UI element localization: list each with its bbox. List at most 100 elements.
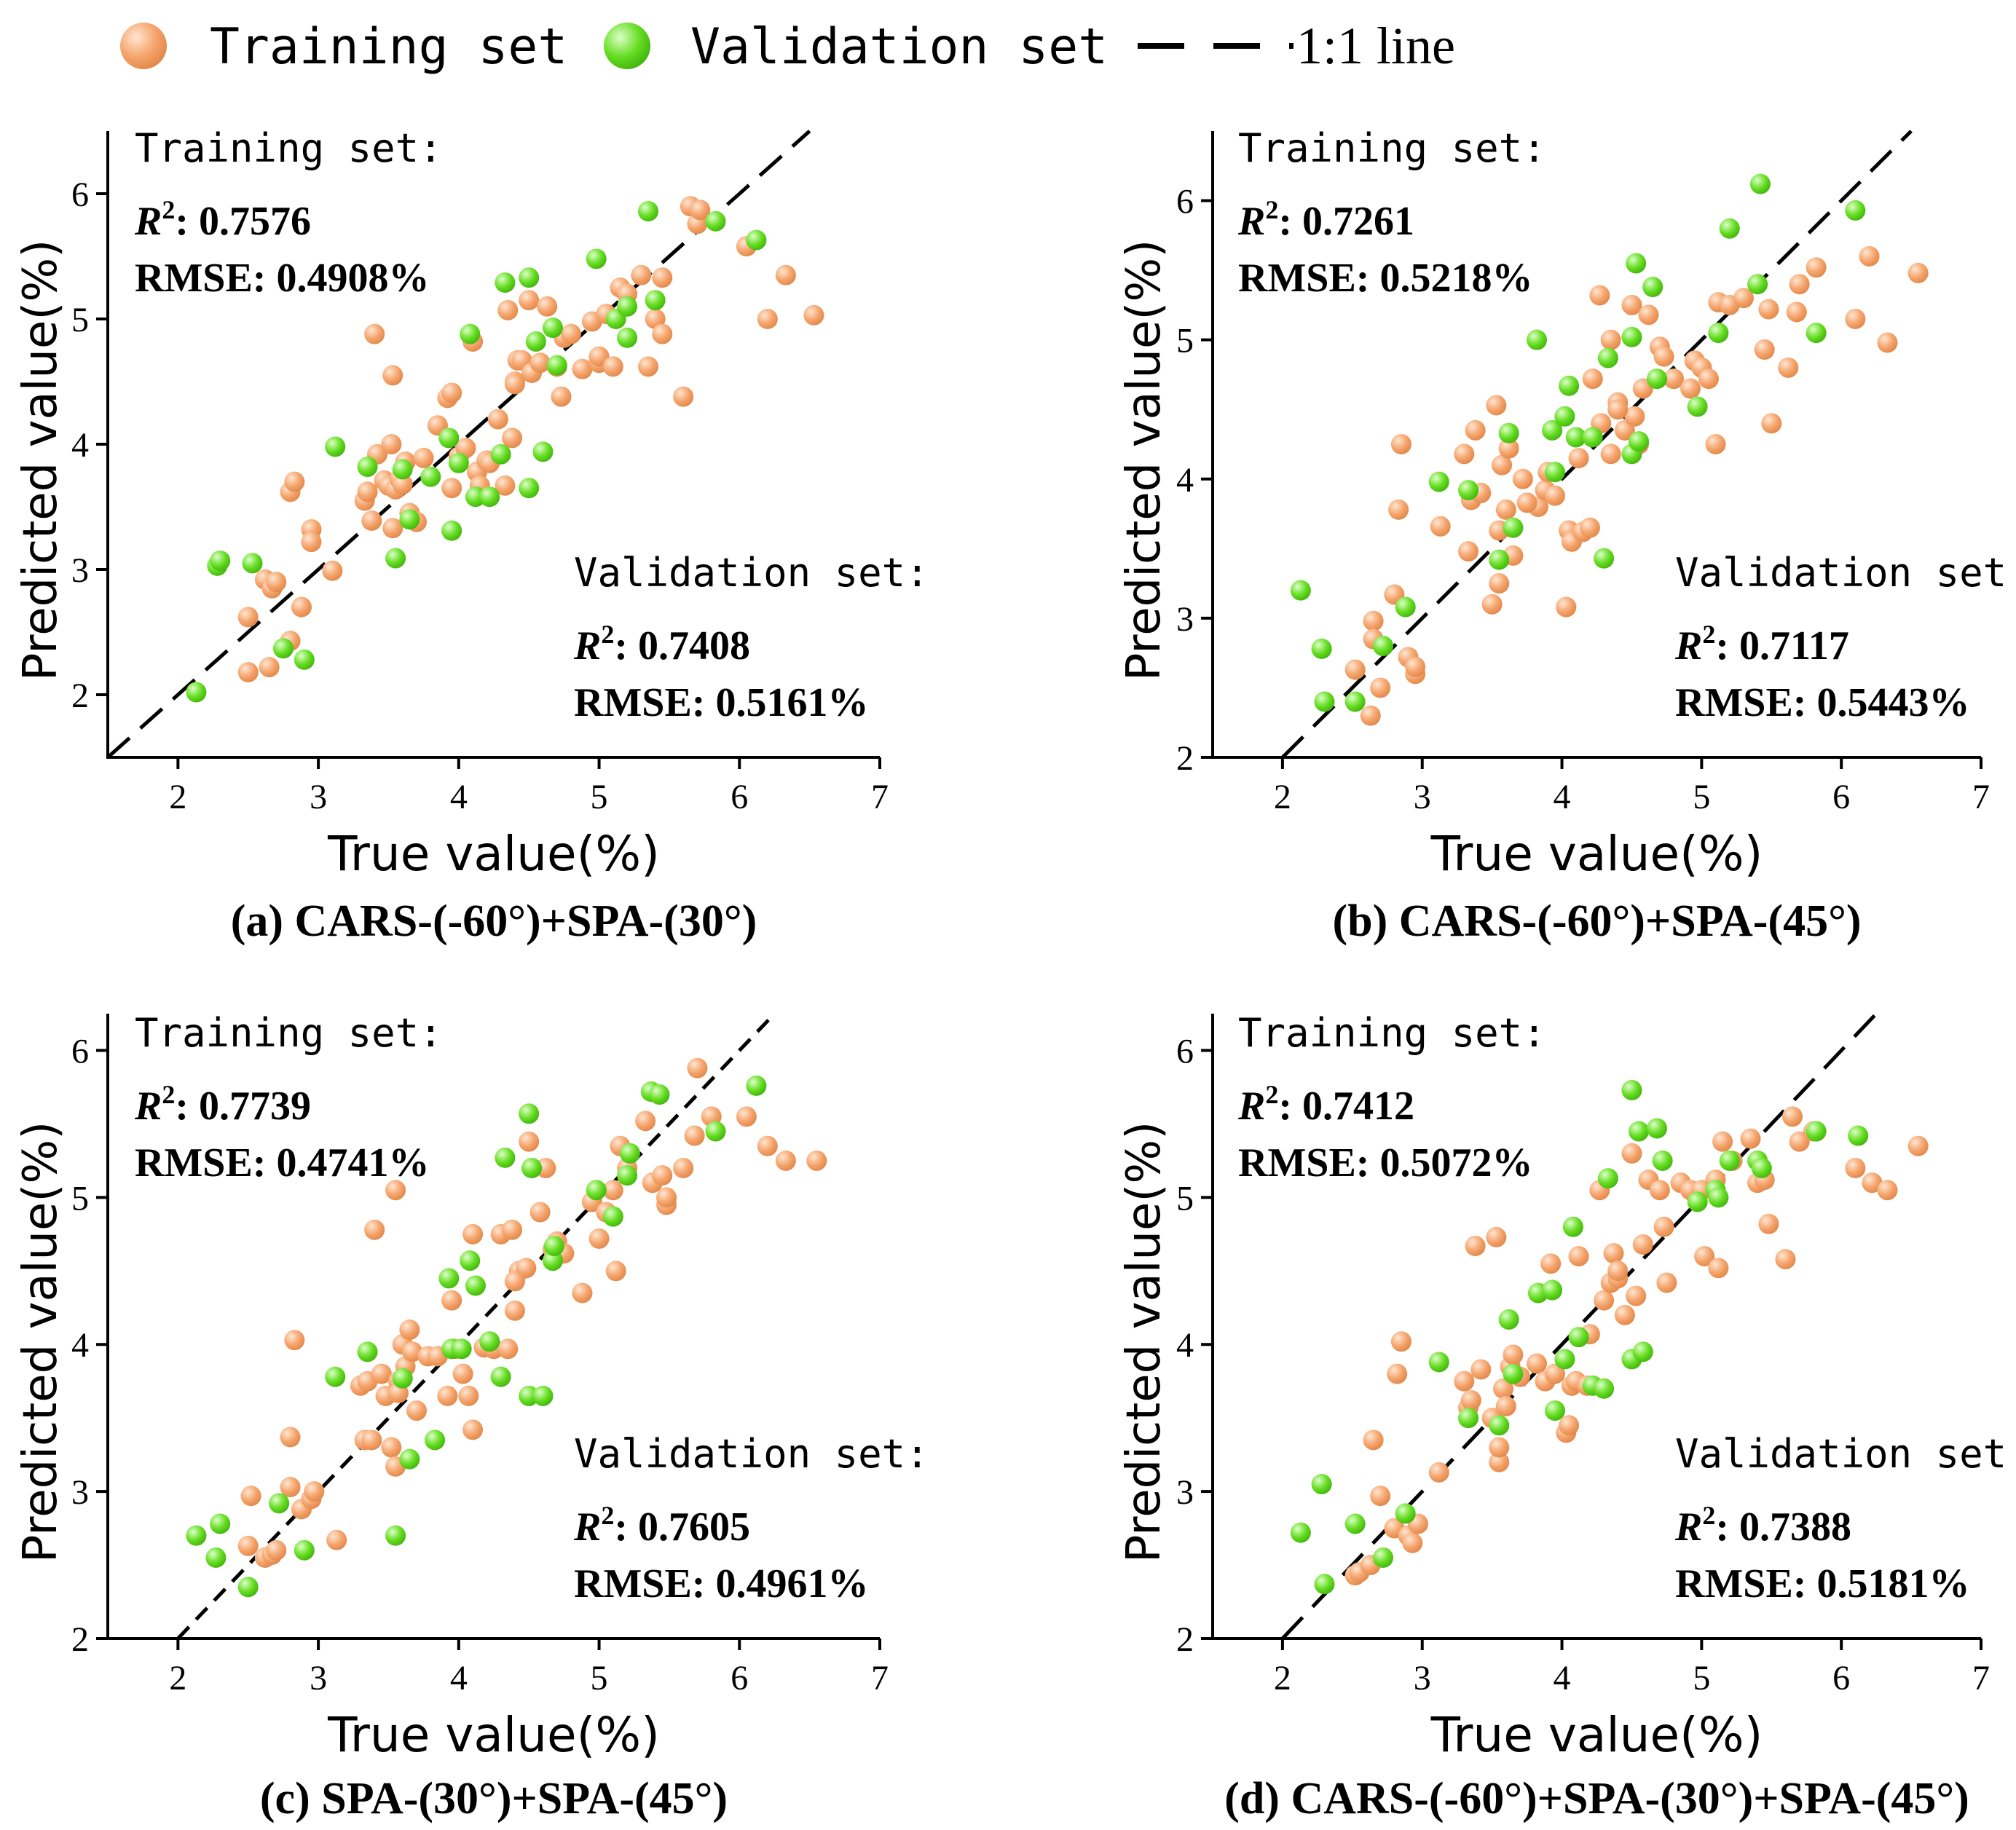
validation-point <box>1395 1503 1416 1524</box>
training-point <box>806 1150 827 1171</box>
validation-point <box>1621 1079 1642 1100</box>
training-point <box>1370 677 1391 698</box>
x-tick-label: 4 <box>450 778 468 816</box>
x-tick-label: 7 <box>1972 1659 1990 1697</box>
validation-point <box>1428 1352 1449 1373</box>
validation-point <box>1344 1513 1366 1534</box>
training-point <box>1789 1131 1810 1152</box>
validation-point <box>1597 347 1618 368</box>
validation-point <box>495 1147 516 1168</box>
y-tick-label: 2 <box>1176 739 1194 778</box>
validation-point <box>1542 419 1563 441</box>
training-point <box>237 662 259 683</box>
panel-caption: (b) CARS-(-60°)+SPA-(45°) <box>1332 896 1861 946</box>
training-point <box>1559 1415 1580 1436</box>
validation-point <box>1542 1279 1563 1301</box>
y-tick-label: 3 <box>71 551 89 590</box>
y-axis-title: Predicted value(%) <box>14 1121 68 1563</box>
training-point <box>673 386 694 407</box>
legend: Training set Validation set 1:1 line <box>120 17 1455 76</box>
training-point <box>1638 304 1659 326</box>
training-stats: Training set: R2: 0.7739 RMSE: 0.4741% <box>134 1010 443 1186</box>
training-point <box>406 1400 427 1421</box>
x-tick-label: 5 <box>591 1659 608 1697</box>
one-to-one-line <box>106 130 811 759</box>
training-point <box>1465 419 1486 441</box>
r2-symbol: R <box>134 199 162 244</box>
validation-point <box>1458 480 1479 501</box>
training-point <box>280 1427 301 1448</box>
legend-validation-label: Validation set <box>690 18 1108 76</box>
training-point <box>382 365 403 386</box>
training-point <box>1680 378 1701 399</box>
y-tick-label: 3 <box>71 1473 89 1512</box>
r2-value: : 0.7412 <box>1278 1084 1414 1129</box>
training-stats-r2: R2: 0.7739 <box>134 1080 311 1129</box>
training-point <box>1486 395 1507 416</box>
training-point <box>1698 368 1719 390</box>
training-point <box>757 309 778 329</box>
training-point <box>1907 1135 1929 1156</box>
training-point <box>529 1202 551 1223</box>
training-stats: Training set: R2: 0.7576 RMSE: 0.4908% <box>134 125 443 301</box>
validation-point <box>1582 427 1603 448</box>
y-axis-title: Predicted value(%) <box>1117 240 1171 681</box>
validation-point <box>1458 1408 1479 1429</box>
validation-point <box>399 1448 420 1470</box>
validation-point <box>1489 549 1510 570</box>
validation-point <box>210 1513 231 1534</box>
training-point <box>1544 1363 1565 1384</box>
validation-point <box>357 1341 378 1362</box>
training-point <box>1607 399 1629 420</box>
training-point <box>775 1150 796 1171</box>
x-tick-label: 4 <box>1554 778 1571 816</box>
training-point <box>381 1437 402 1458</box>
r2-symbol: R <box>573 1504 601 1550</box>
validation-point <box>619 1143 640 1164</box>
y-tick-label: 4 <box>71 1326 89 1365</box>
validation-point <box>543 1235 564 1256</box>
training-point <box>284 1330 305 1351</box>
training-point <box>803 304 824 326</box>
y-tick-label: 4 <box>71 426 89 465</box>
training-point <box>1460 1389 1481 1411</box>
validation-stats: Validation set: R2: 0.7388 RMSE: 0.5181% <box>1674 1431 2016 1606</box>
training-point <box>361 510 382 531</box>
training-point <box>266 572 287 593</box>
validation-point <box>546 355 567 376</box>
training-point <box>572 1282 593 1304</box>
training-stats-header: Training set: <box>135 125 443 171</box>
validation-point <box>1428 471 1449 492</box>
training-point <box>399 1320 420 1341</box>
validation-point <box>1311 638 1332 659</box>
training-point <box>1656 1272 1677 1293</box>
validation-point <box>1559 375 1580 396</box>
legend-training-label: Training set <box>210 18 567 76</box>
training-point <box>1758 299 1779 320</box>
training-point <box>602 356 623 377</box>
x-tick-label: 3 <box>310 778 327 816</box>
validation-stats-rmse: RMSE: 0.5161% <box>574 680 868 725</box>
training-stats-rmse: RMSE: 0.4741% <box>135 1140 429 1186</box>
training-point <box>487 409 508 430</box>
training-stats: Training set: R2: 0.7412 RMSE: 0.5072% <box>1237 1010 1546 1186</box>
x-tick-label: 6 <box>731 778 748 816</box>
training-point <box>441 1290 462 1311</box>
validation-point <box>519 1385 540 1406</box>
validation-point <box>1806 323 1827 344</box>
training-point <box>1387 1363 1408 1384</box>
training-point <box>1492 1378 1513 1399</box>
training-point <box>361 1429 382 1451</box>
validation-point <box>1489 1415 1510 1436</box>
training-point <box>402 1341 423 1362</box>
training-point <box>497 1338 519 1360</box>
validation-point <box>1314 1574 1335 1595</box>
x-axis-title: True value(%) <box>327 1707 660 1763</box>
y-tick-label: 2 <box>71 677 89 715</box>
training-point <box>1470 1359 1492 1380</box>
validation-point <box>425 1429 446 1451</box>
validation-point <box>460 323 481 344</box>
validation-point <box>1568 1327 1589 1348</box>
validation-point <box>294 649 315 670</box>
validation-point <box>1806 1121 1827 1142</box>
